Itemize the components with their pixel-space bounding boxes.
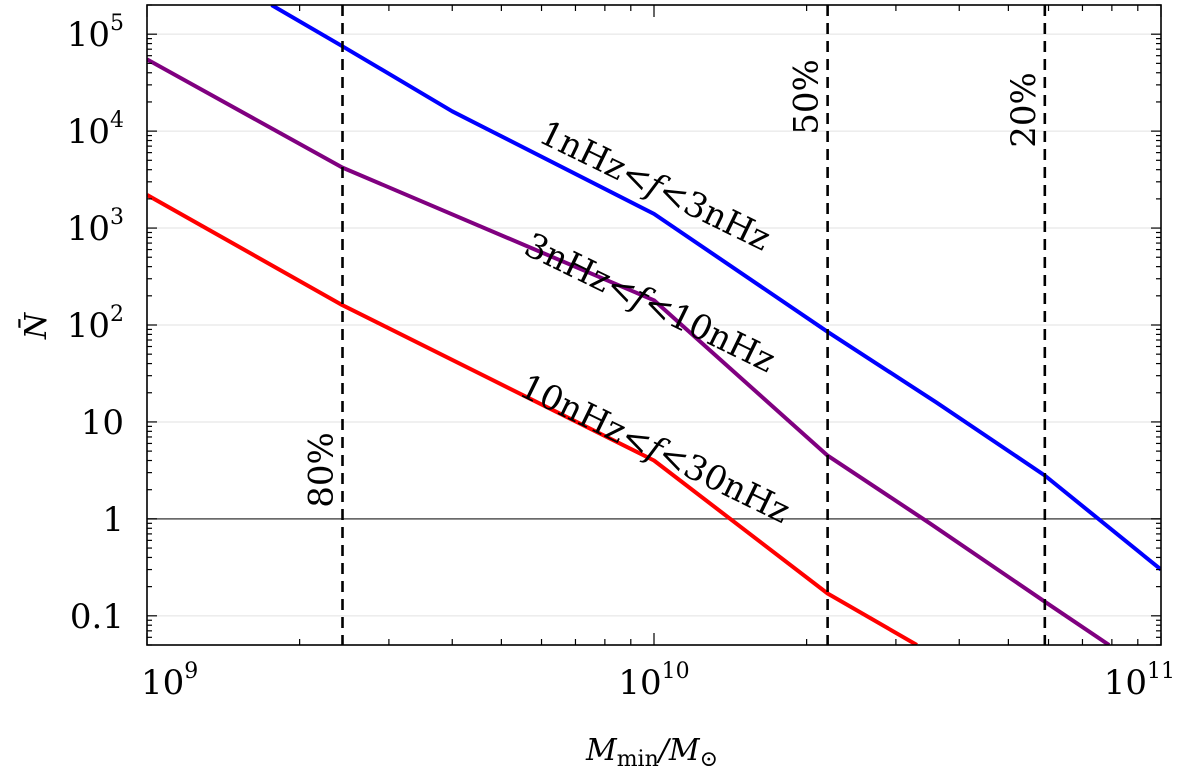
y-axis-title: N̄	[18, 311, 54, 340]
percent-label-3: 20%	[1004, 72, 1044, 148]
y-tick-label: 104	[67, 108, 124, 152]
tick-layer	[146, 4, 1162, 646]
y-tick-label: 1	[102, 500, 124, 540]
percent-label-2: 50%	[787, 59, 827, 135]
grid-layer	[147, 33, 1161, 617]
x-tick-label: 1011	[1104, 659, 1175, 703]
series-label-1: 1nHz<f<3nHz	[533, 113, 777, 259]
y-tick-label: 10	[81, 403, 124, 443]
x-tick-label: 109	[141, 659, 198, 703]
y-tick-label: 102	[67, 302, 124, 346]
label-layer: 0.1 1 10 102 103 104 105 109 1010 1011 80% 50% 20% 1n…	[67, 11, 1175, 703]
series-line-1	[270, 5, 1161, 572]
y-tick-label: 0.1	[70, 597, 124, 637]
y-tick-label: 105	[67, 11, 124, 55]
percent-label-1: 80%	[302, 432, 342, 508]
series-line-2	[147, 57, 1111, 645]
x-axis-title: Mmin/M⊙	[585, 733, 718, 772]
series-line-3	[147, 193, 918, 645]
y-tick-label: 103	[67, 205, 124, 249]
x-tick-label: 1010	[618, 659, 689, 703]
